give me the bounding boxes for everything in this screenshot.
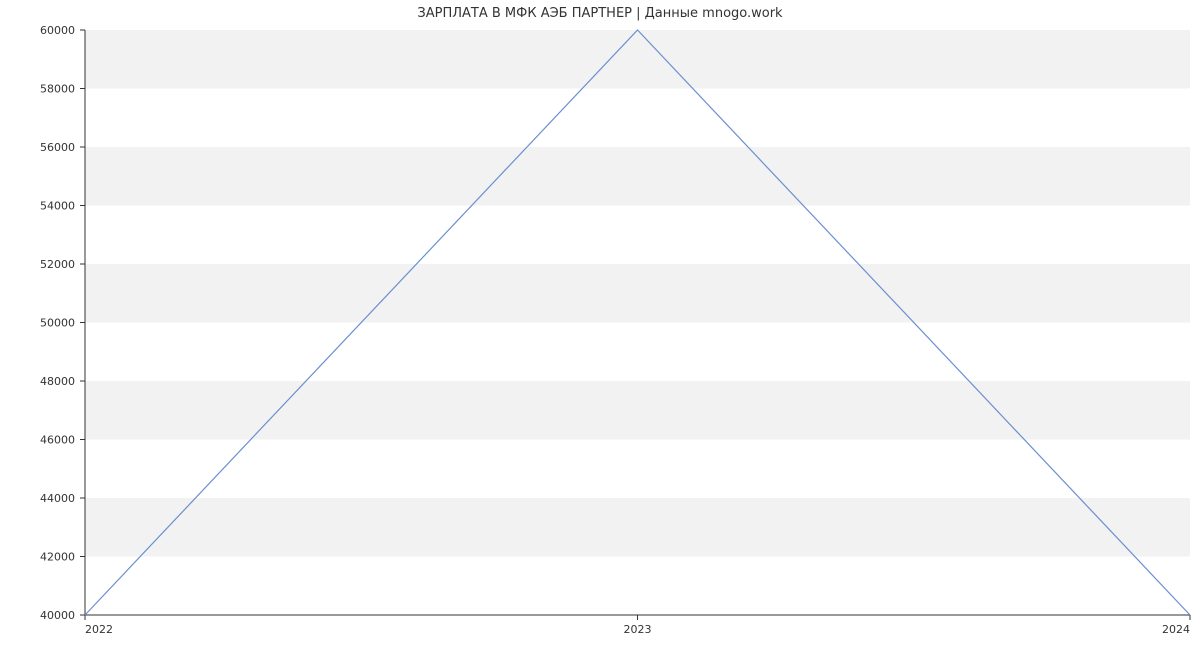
svg-text:44000: 44000 (40, 492, 75, 505)
svg-text:56000: 56000 (40, 141, 75, 154)
svg-text:2022: 2022 (85, 623, 113, 636)
svg-text:2024: 2024 (1162, 623, 1190, 636)
chart-title: ЗАРПЛАТА В МФК АЭБ ПАРТНЕР | Данные mnog… (0, 6, 1200, 21)
svg-text:2023: 2023 (624, 623, 652, 636)
chart-svg: 40000 42000 44000 46000 48000 50000 52000 54000… (0, 0, 1200, 650)
svg-text:42000: 42000 (40, 551, 75, 564)
svg-text:52000: 52000 (40, 258, 75, 271)
svg-text:40000: 40000 (40, 609, 75, 622)
svg-text:60000: 60000 (40, 24, 75, 37)
svg-text:46000: 46000 (40, 434, 75, 447)
svg-text:50000: 50000 (40, 317, 75, 330)
svg-text:58000: 58000 (40, 83, 75, 96)
salary-line-chart: ЗАРПЛАТА В МФК АЭБ ПАРТНЕР | Данные mnog… (0, 0, 1200, 650)
svg-text:48000: 48000 (40, 375, 75, 388)
svg-text:54000: 54000 (40, 200, 75, 213)
